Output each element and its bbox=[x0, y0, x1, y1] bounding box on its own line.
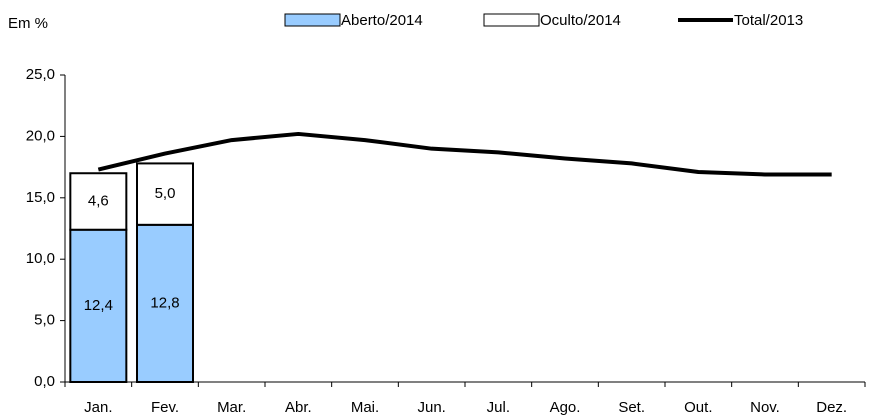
x-tick-label: Mai. bbox=[351, 399, 379, 416]
x-tick-label: Set. bbox=[618, 399, 645, 416]
y-tick-label: 15,0 bbox=[26, 189, 55, 206]
x-tick-label: Jan. bbox=[84, 399, 112, 416]
x-tick-label: Dez. bbox=[816, 399, 847, 416]
y-tick-label: 0,0 bbox=[34, 373, 55, 390]
data-label: 12,4 bbox=[84, 297, 113, 314]
y-axis-label: Em % bbox=[8, 15, 48, 32]
y-tick-label: 20,0 bbox=[26, 127, 55, 144]
x-tick-label: Fev. bbox=[151, 399, 179, 416]
data-label: 12,8 bbox=[150, 294, 179, 311]
x-tick-label: Jun. bbox=[417, 399, 445, 416]
legend-label: Aberto/2014 bbox=[341, 12, 423, 29]
line bbox=[97, 131, 832, 177]
y-tick-label: 25,0 bbox=[26, 66, 55, 83]
legend-swatch bbox=[284, 13, 341, 27]
bar-segment bbox=[69, 172, 128, 231]
legend-swatch bbox=[483, 13, 540, 27]
legend-label: Total/2013 bbox=[734, 12, 803, 29]
legend-label: Oculto/2014 bbox=[540, 12, 621, 29]
bar-segment bbox=[136, 223, 194, 383]
x-tick-label: Abr. bbox=[285, 399, 312, 416]
y-tick-label: 5,0 bbox=[34, 312, 55, 329]
y-tick-label: 10,0 bbox=[26, 250, 55, 267]
data-label: 5,0 bbox=[155, 185, 176, 202]
x-tick-label: Nov. bbox=[750, 399, 780, 416]
bar-segment bbox=[136, 162, 194, 226]
x-tick-label: Ago. bbox=[550, 399, 581, 416]
data-label: 4,6 bbox=[88, 192, 109, 209]
x-tick-label: Mar. bbox=[217, 399, 246, 416]
x-tick-label: Jul. bbox=[487, 399, 510, 416]
x-tick-label: Out. bbox=[684, 399, 712, 416]
